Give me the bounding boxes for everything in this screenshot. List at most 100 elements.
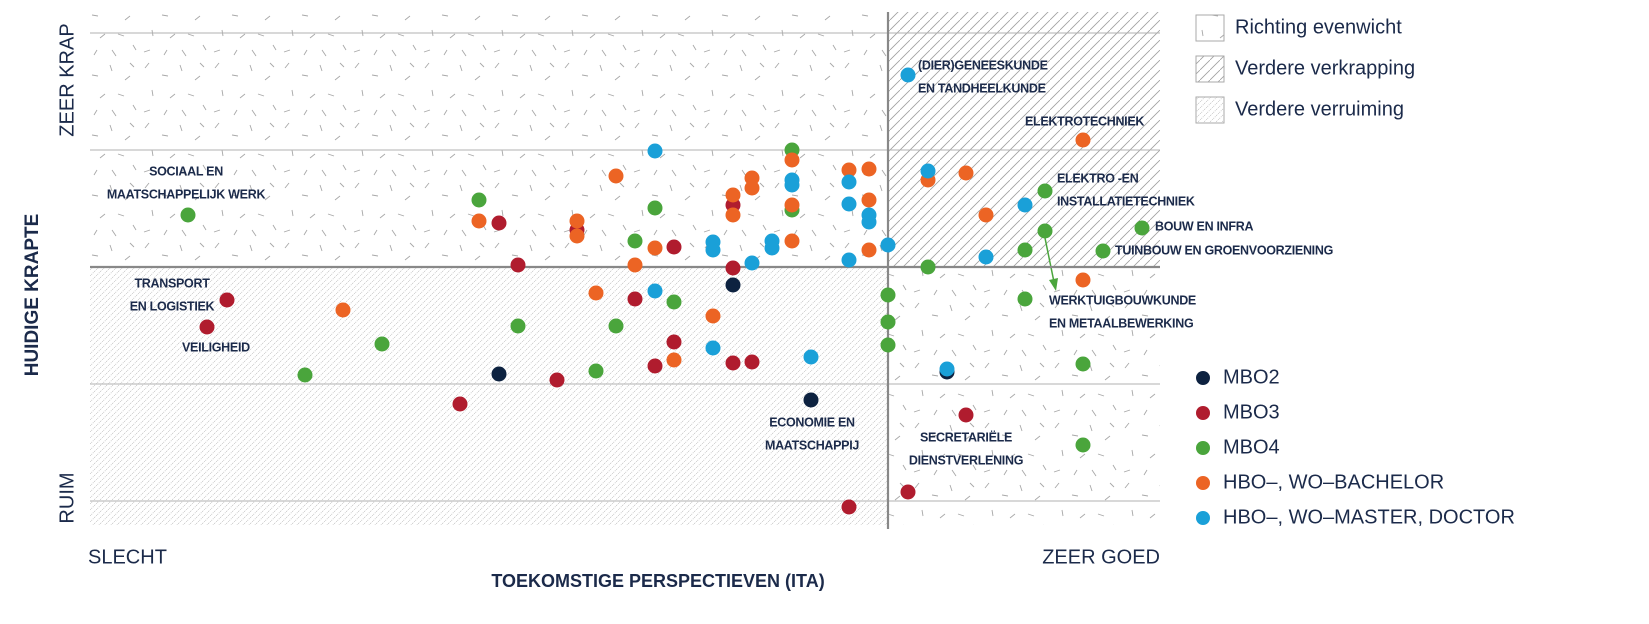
quadrants — [90, 12, 1160, 525]
point — [841, 174, 857, 190]
point — [627, 233, 643, 249]
point — [705, 340, 721, 356]
legend-label: MBO2 — [1223, 366, 1280, 388]
point — [452, 396, 468, 412]
point — [647, 240, 663, 256]
x-axis-label: TOEKOMSTIGE PERSPECTIEVEN (ITA) — [491, 571, 824, 591]
annotation: TRANSPORT — [134, 276, 210, 290]
point — [588, 363, 604, 379]
annotation: ELEKTRO -EN — [1057, 171, 1139, 185]
point — [608, 318, 624, 334]
legend-label: Verdere verruiming — [1235, 98, 1404, 120]
annotation: MAATSCHAPPELIJK WERK — [107, 187, 266, 201]
legend-swatch — [1195, 14, 1225, 42]
point — [880, 237, 896, 253]
point — [978, 207, 994, 223]
point — [1017, 242, 1033, 258]
quadrant — [888, 267, 1160, 525]
x-end-label: SLECHT — [88, 546, 167, 568]
legend-label: Verdere verkrapping — [1235, 57, 1415, 79]
annotation: INSTALLATIETECHNIEK — [1057, 194, 1195, 208]
quadrant — [888, 12, 1160, 267]
point — [180, 207, 196, 223]
annotation: EN LOGISTIEK — [130, 299, 215, 313]
point — [647, 200, 663, 216]
point — [510, 318, 526, 334]
legend-swatch — [1195, 96, 1225, 124]
annotation: ELEKTROTECHNIEK — [1025, 114, 1144, 128]
point — [608, 168, 624, 184]
point — [1037, 183, 1053, 199]
point — [705, 242, 721, 258]
point — [803, 349, 819, 365]
point — [861, 214, 877, 230]
annotation: TUINBOUW EN GROENVOORZIENING — [1115, 243, 1333, 257]
annotation: (DIER)GENEESKUNDE — [918, 58, 1048, 72]
point — [744, 180, 760, 196]
annotation: WERKTUIGBOUWKUNDE — [1049, 293, 1196, 307]
point — [744, 354, 760, 370]
annotation: SOCIAAL EN — [149, 164, 223, 178]
legend-label: Richting evenwicht — [1235, 16, 1402, 38]
legend-label: MBO3 — [1223, 401, 1280, 423]
point — [880, 337, 896, 353]
annotation: EN TANDHEELKUNDE — [918, 81, 1046, 95]
point — [471, 192, 487, 208]
point — [958, 407, 974, 423]
annotation: EN METAALBEWERKING — [1049, 316, 1193, 330]
point — [725, 260, 741, 276]
point — [297, 367, 313, 383]
point — [335, 302, 351, 318]
point — [491, 366, 507, 382]
point — [764, 240, 780, 256]
point — [219, 292, 235, 308]
point — [666, 334, 682, 350]
legend-label: HBO–, WO–BACHELOR — [1223, 471, 1444, 493]
arrow — [1044, 237, 1058, 291]
point — [861, 192, 877, 208]
point — [627, 291, 643, 307]
point — [666, 239, 682, 255]
legend-marker — [1196, 406, 1210, 420]
point — [1075, 272, 1091, 288]
point — [725, 355, 741, 371]
point — [841, 499, 857, 515]
legend-label: HBO–, WO–MASTER, DOCTOR — [1223, 506, 1515, 528]
point — [1017, 291, 1033, 307]
point — [744, 255, 760, 271]
point — [978, 249, 994, 265]
point — [784, 197, 800, 213]
y-end-label: ZEER KRAP — [56, 23, 78, 136]
point — [920, 163, 936, 179]
point — [199, 319, 215, 335]
point — [725, 277, 741, 293]
quadrant — [90, 12, 888, 267]
point — [666, 352, 682, 368]
point — [471, 213, 487, 229]
x-end-label: ZEER GOED — [1042, 546, 1160, 568]
point — [725, 207, 741, 223]
point — [784, 152, 800, 168]
point — [374, 336, 390, 352]
point — [880, 287, 896, 303]
point — [569, 228, 585, 244]
annotation: VEILIGHEID — [182, 340, 250, 354]
point — [939, 361, 955, 377]
point — [666, 294, 682, 310]
legend-label: MBO4 — [1223, 436, 1280, 458]
point — [1095, 243, 1111, 259]
point — [647, 283, 663, 299]
legend-marker — [1196, 511, 1210, 525]
point — [1075, 437, 1091, 453]
point — [841, 196, 857, 212]
annotation: DIENSTVERLENING — [909, 453, 1023, 467]
legend-swatch — [1195, 55, 1225, 83]
annotation: MAATSCHAPPIJ — [765, 438, 859, 452]
point — [549, 372, 565, 388]
point — [900, 484, 916, 500]
point — [1075, 132, 1091, 148]
point — [510, 257, 526, 273]
legend-marker — [1196, 476, 1210, 490]
legend-marker — [1196, 371, 1210, 385]
point — [647, 143, 663, 159]
